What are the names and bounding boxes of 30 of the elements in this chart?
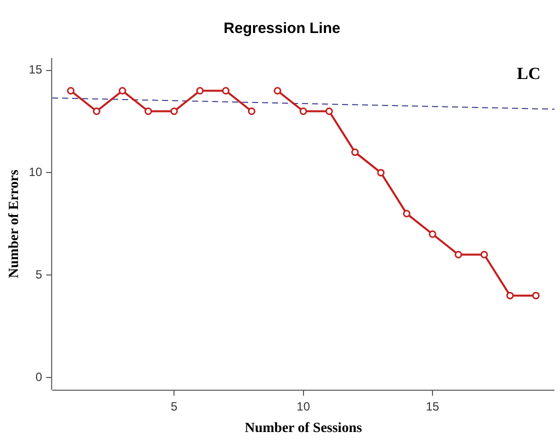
point	[428, 230, 436, 238]
chart-title: Regression Line	[224, 20, 340, 38]
point	[480, 250, 488, 258]
y-tick-label: 0	[35, 370, 42, 384]
point	[351, 148, 359, 156]
point	[170, 108, 178, 115]
point	[506, 292, 514, 300]
point	[196, 87, 204, 95]
point	[222, 87, 230, 95]
point	[248, 108, 256, 115]
point	[377, 168, 385, 176]
y-axis-title: Number of Errors	[7, 169, 22, 278]
point	[325, 108, 333, 115]
x-axis-title: Number of Sessions	[244, 421, 362, 436]
point	[144, 108, 152, 115]
point	[300, 108, 308, 115]
point	[67, 87, 75, 95]
annotation: LC	[516, 64, 540, 83]
x-tick-label: 10	[296, 399, 310, 414]
x-tick-label: 5	[170, 399, 178, 414]
point	[274, 87, 282, 95]
point	[92, 108, 100, 115]
y-tick-label: 15	[28, 62, 42, 77]
point	[454, 250, 462, 258]
point	[402, 210, 410, 218]
x-tick-label: 15	[426, 399, 440, 414]
y-tick-label: 5	[35, 267, 42, 282]
point	[118, 87, 126, 95]
point	[532, 292, 540, 300]
y-tick-label: 10	[28, 165, 42, 180]
